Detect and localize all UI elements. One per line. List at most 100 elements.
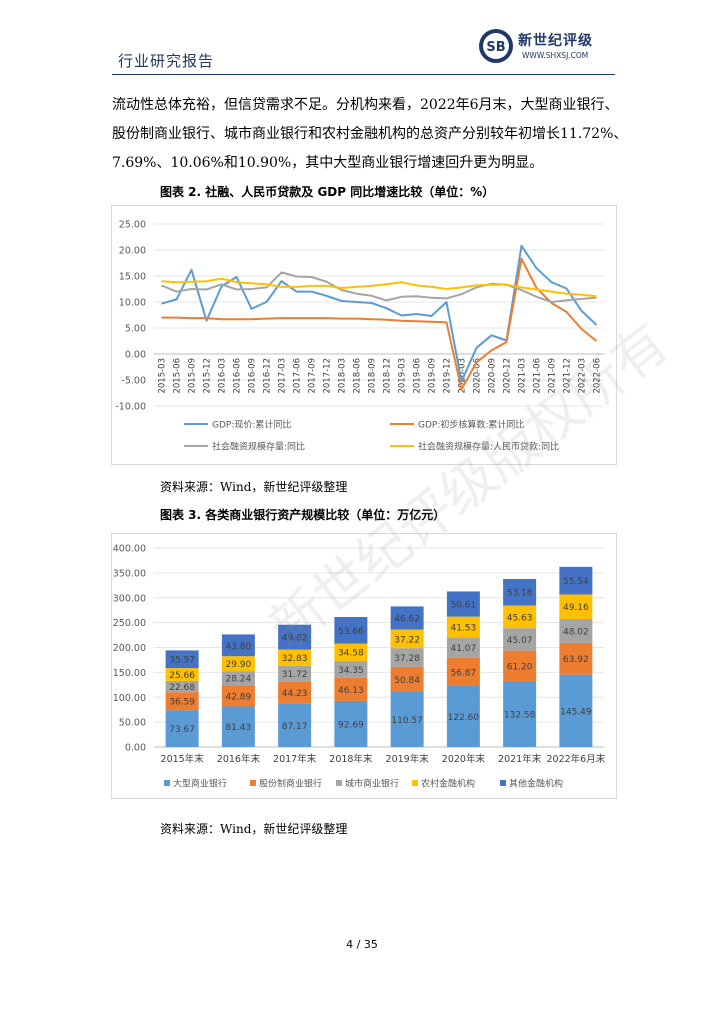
company-logo: SB 新世纪评级 WWW.SHXSJ.COM (478, 26, 618, 68)
data-label: 53.66 (338, 627, 364, 637)
body-line: 流动性总体充裕，但信贷需求不足。分机构来看，2022年6月末，大型商业银行、 (112, 97, 619, 113)
bar-segment (446, 686, 480, 747)
bar-segment (390, 648, 424, 667)
bar-segment (503, 650, 537, 682)
legend-label: 社会融资规模存量:同比 (212, 441, 305, 453)
data-label: 43.80 (225, 642, 251, 652)
data-label: 63.92 (563, 655, 589, 665)
figure3-title: 图表 3. 各类商业银行资产规模比较（单位：万亿元） (160, 508, 446, 522)
bar-segment (559, 674, 593, 747)
bar-segment (334, 677, 368, 701)
y-tick-label: 25.00 (119, 220, 146, 231)
x-tick-label: 2015-03 (158, 358, 168, 394)
series-line (161, 244, 598, 383)
data-label: 81.43 (225, 723, 251, 733)
bar-segment (221, 685, 255, 707)
body-line: 股份制商业银行、城市商业银行和农村金融机构的总资产分别较年初增长11.72%、 (112, 126, 628, 142)
x-tick-label: 2020-12 (503, 358, 513, 394)
data-label: 122.60 (448, 713, 480, 723)
bar-segment (559, 642, 593, 675)
legend-label: 其他金融机构 (509, 778, 563, 790)
bar-segment (503, 579, 537, 606)
data-label: 46.62 (394, 615, 420, 625)
x-tick-label: 2022-03 (578, 358, 588, 394)
x-tick-label: 2016-03 (218, 358, 228, 394)
y-tick-label: 0.00 (125, 743, 146, 754)
bar-segment (278, 681, 312, 704)
data-label: 110.57 (391, 716, 423, 726)
x-tick-label: 2015-06 (173, 358, 183, 394)
x-tick-label: 2022-06 (593, 358, 603, 394)
legend-label: GDP:初步核算数:累计同比 (418, 419, 524, 431)
bar-segment (559, 566, 593, 595)
x-tick-label: 2020-09 (488, 358, 498, 394)
x-tick-label: 2022年6月末 (547, 753, 606, 765)
series-line (161, 271, 597, 303)
x-tick-label: 2018-03 (338, 358, 348, 394)
y-tick-label: 5.00 (125, 324, 146, 335)
figure2-source: 资料来源：Wind，新世纪评级整理 (160, 480, 348, 494)
bar-segment (334, 660, 368, 678)
data-label: 32.83 (282, 654, 308, 664)
figure3-chart-frame: 400.00 350.00 300.00 250.00 200.00 150.00 100.… (111, 533, 617, 799)
line-chart: 25.00 20.00 15.00 10.00 5.00 0.00 -5.00 -10.00 2… (115, 220, 604, 453)
bar-segment (165, 692, 199, 711)
x-tick-label: 2016年末 (217, 753, 261, 765)
bar-segment (446, 657, 480, 687)
logo-url: WWW.SHXSJ.COM (522, 51, 589, 60)
series-line (161, 277, 597, 298)
bar-segment (278, 665, 312, 682)
y-tick-label: 400.00 (113, 544, 146, 555)
stacked-bar-chart: 400.00 350.00 300.00 250.00 200.00 150.00 100.… (113, 544, 606, 790)
y-tick-label: 50.00 (119, 718, 146, 729)
bar-segment (559, 618, 593, 643)
bar-segment (446, 637, 480, 658)
bar-segment (334, 700, 368, 747)
series-line (161, 257, 598, 391)
bar-segment (503, 681, 537, 747)
x-tick-label: 2018年末 (329, 753, 373, 765)
legend-label: 城市商业银行 (345, 778, 399, 790)
data-label: 41.07 (450, 644, 476, 654)
x-tick-label: 2017-06 (293, 358, 303, 394)
data-label: 34.35 (338, 666, 364, 676)
x-tick-label: 2019-12 (443, 358, 453, 394)
data-label: 46.13 (338, 686, 364, 696)
body-paragraph: 流动性总体充裕，但信贷需求不足。分机构来看，2022年6月末，大型商业银行、 股… (112, 91, 628, 178)
bar-segment (278, 703, 312, 747)
bar-segment (278, 624, 312, 650)
data-label: 45.07 (507, 636, 533, 646)
data-label: 92.69 (338, 720, 364, 730)
x-tick-label: 2021-06 (533, 358, 543, 394)
data-label: 49.16 (563, 603, 589, 613)
figure2-title: 图表 2. 社融、人民币贷款及 GDP 同比增速比较（单位：%） (160, 185, 495, 199)
y-tick-label: -10.00 (115, 402, 146, 413)
bar-segment (221, 634, 255, 657)
bar-segment (390, 606, 424, 630)
data-label: 53.18 (507, 589, 533, 599)
bar-segment (334, 616, 368, 644)
data-label: 28.24 (225, 675, 251, 685)
x-tick-label: 2016-06 (233, 358, 243, 394)
bar-segment (390, 691, 424, 747)
y-tick-label: 300.00 (113, 593, 146, 604)
y-tick-label: 200.00 (113, 643, 146, 654)
data-label: 73.67 (169, 725, 195, 735)
y-tick-label: 350.00 (113, 568, 146, 579)
data-label: 41.53 (450, 623, 476, 633)
data-label: 50.61 (450, 601, 476, 611)
bar-segment (446, 591, 480, 617)
x-tick-label: 2020-03 (458, 358, 468, 394)
y-tick-label: 250.00 (113, 618, 146, 629)
x-tick-label: 2016-12 (263, 358, 273, 394)
data-label: 37.22 (394, 635, 420, 645)
data-label: 56.87 (450, 668, 476, 678)
bar-segment (165, 668, 199, 681)
y-tick-label: 20.00 (119, 246, 146, 257)
data-label: 50.84 (394, 676, 420, 686)
data-label: 145.49 (560, 707, 592, 717)
body-line: 7.69%、10.06%和10.90%，其中大型商业银行增速回升更为明显。 (112, 155, 544, 171)
x-tick-label: 2021-09 (548, 358, 558, 394)
y-tick-label: 100.00 (113, 693, 146, 704)
section-title: 行业研究报告 (118, 52, 215, 70)
